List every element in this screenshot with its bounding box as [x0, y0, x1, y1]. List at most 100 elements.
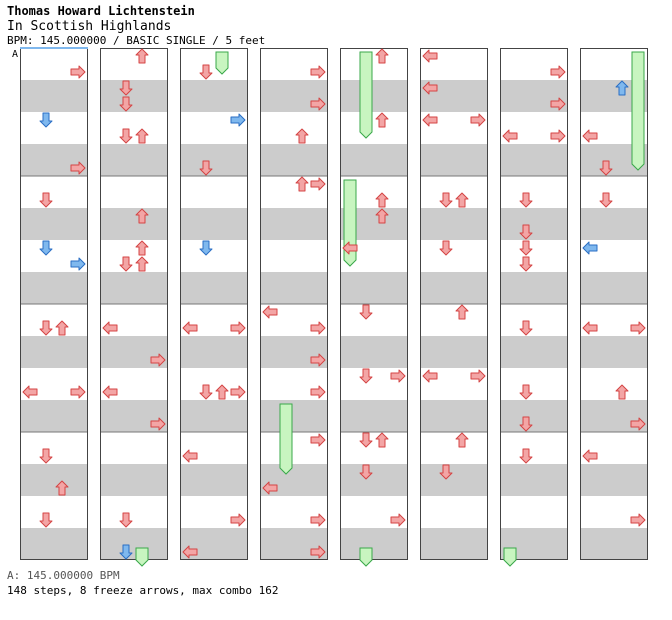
section-marker: A [12, 49, 18, 60]
down-arrow-note [119, 544, 133, 560]
right-arrow-note [310, 513, 326, 527]
down-arrow-note [519, 320, 533, 336]
up-arrow-note [455, 192, 469, 208]
right-arrow-note [230, 113, 246, 127]
chart-stats: 148 steps, 8 freeze arrows, max combo 16… [7, 584, 279, 597]
chart-meta: BPM: 145.000000 / BASIC SINGLE / 5 feet [7, 34, 266, 47]
down-arrow-note [199, 64, 213, 80]
beat-stripe [180, 208, 248, 240]
up-arrow-note [135, 208, 149, 224]
down-arrow-note [199, 160, 213, 176]
down-arrow-note [359, 432, 373, 448]
right-arrow-note [630, 321, 646, 335]
up-arrow-note [375, 112, 389, 128]
up-arrow-note [455, 304, 469, 320]
down-arrow-note [199, 240, 213, 256]
freeze-arrow [343, 179, 357, 267]
beat-stripe [420, 336, 488, 368]
right-arrow-note [310, 65, 326, 79]
down-arrow-note [439, 464, 453, 480]
column-border [580, 48, 648, 560]
up-arrow-note [55, 480, 69, 496]
down-arrow-note [359, 464, 373, 480]
freeze-arrow [503, 547, 517, 567]
beat-stripe [420, 400, 488, 432]
beat-stripe [500, 464, 568, 496]
beat-stripe [340, 144, 408, 176]
beat-stripe [580, 208, 648, 240]
right-arrow-note [310, 321, 326, 335]
right-arrow-note [550, 97, 566, 111]
freeze-arrow [215, 51, 229, 75]
beat-stripe [420, 208, 488, 240]
beat-stripe [580, 464, 648, 496]
up-arrow-note [55, 320, 69, 336]
beat-stripe [580, 528, 648, 560]
right-arrow-note [470, 113, 486, 127]
beat-stripe [100, 464, 168, 496]
down-arrow-note [39, 448, 53, 464]
beat-stripe [20, 528, 88, 560]
down-arrow-note [599, 160, 613, 176]
left-arrow-note [422, 81, 438, 95]
right-arrow-note [70, 161, 86, 175]
right-arrow-note [70, 65, 86, 79]
beat-stripe [500, 272, 568, 304]
right-arrow-note [310, 545, 326, 559]
beat-stripe [420, 272, 488, 304]
down-arrow-note [199, 384, 213, 400]
bpm-footer: A: 145.000000 BPM [7, 569, 120, 582]
left-arrow-note [422, 369, 438, 383]
right-arrow-note [230, 321, 246, 335]
freeze-arrow [631, 51, 645, 171]
beat-stripe [500, 336, 568, 368]
down-arrow-note [439, 192, 453, 208]
left-arrow-note [102, 385, 118, 399]
beat-stripe [260, 208, 328, 240]
up-arrow-note [375, 48, 389, 64]
up-arrow-note [375, 208, 389, 224]
right-arrow-note [310, 97, 326, 111]
left-arrow-note [182, 321, 198, 335]
down-arrow-note [119, 512, 133, 528]
beat-stripe [20, 272, 88, 304]
left-arrow-note [182, 545, 198, 559]
down-arrow-note [359, 304, 373, 320]
right-arrow-note [230, 385, 246, 399]
beat-stripe [100, 272, 168, 304]
beat-stripe [180, 80, 248, 112]
up-arrow-note [295, 176, 309, 192]
right-arrow-note [70, 385, 86, 399]
left-arrow-note [582, 129, 598, 143]
down-arrow-note [359, 368, 373, 384]
up-arrow-note [375, 432, 389, 448]
left-arrow-note [22, 385, 38, 399]
right-arrow-note [150, 417, 166, 431]
up-arrow-note [455, 432, 469, 448]
down-arrow-note [519, 448, 533, 464]
left-arrow-note [262, 481, 278, 495]
up-arrow-note [615, 384, 629, 400]
beat-stripe [180, 144, 248, 176]
right-arrow-note [550, 65, 566, 79]
right-arrow-note [310, 353, 326, 367]
beat-stripe [340, 272, 408, 304]
left-arrow-note [422, 49, 438, 63]
beat-stripe [340, 336, 408, 368]
beat-stripe [100, 144, 168, 176]
right-arrow-note [550, 129, 566, 143]
right-arrow-note [390, 513, 406, 527]
left-arrow-note [342, 241, 358, 255]
down-arrow-note [519, 224, 533, 240]
beat-stripe [420, 464, 488, 496]
freeze-arrow [359, 51, 373, 139]
freeze-arrow [135, 547, 149, 567]
down-arrow-note [439, 240, 453, 256]
right-arrow-note [390, 369, 406, 383]
beat-stripe [500, 208, 568, 240]
left-arrow-note [422, 113, 438, 127]
down-arrow-note [519, 240, 533, 256]
freeze-arrow [279, 403, 293, 475]
freeze-arrow [359, 547, 373, 567]
